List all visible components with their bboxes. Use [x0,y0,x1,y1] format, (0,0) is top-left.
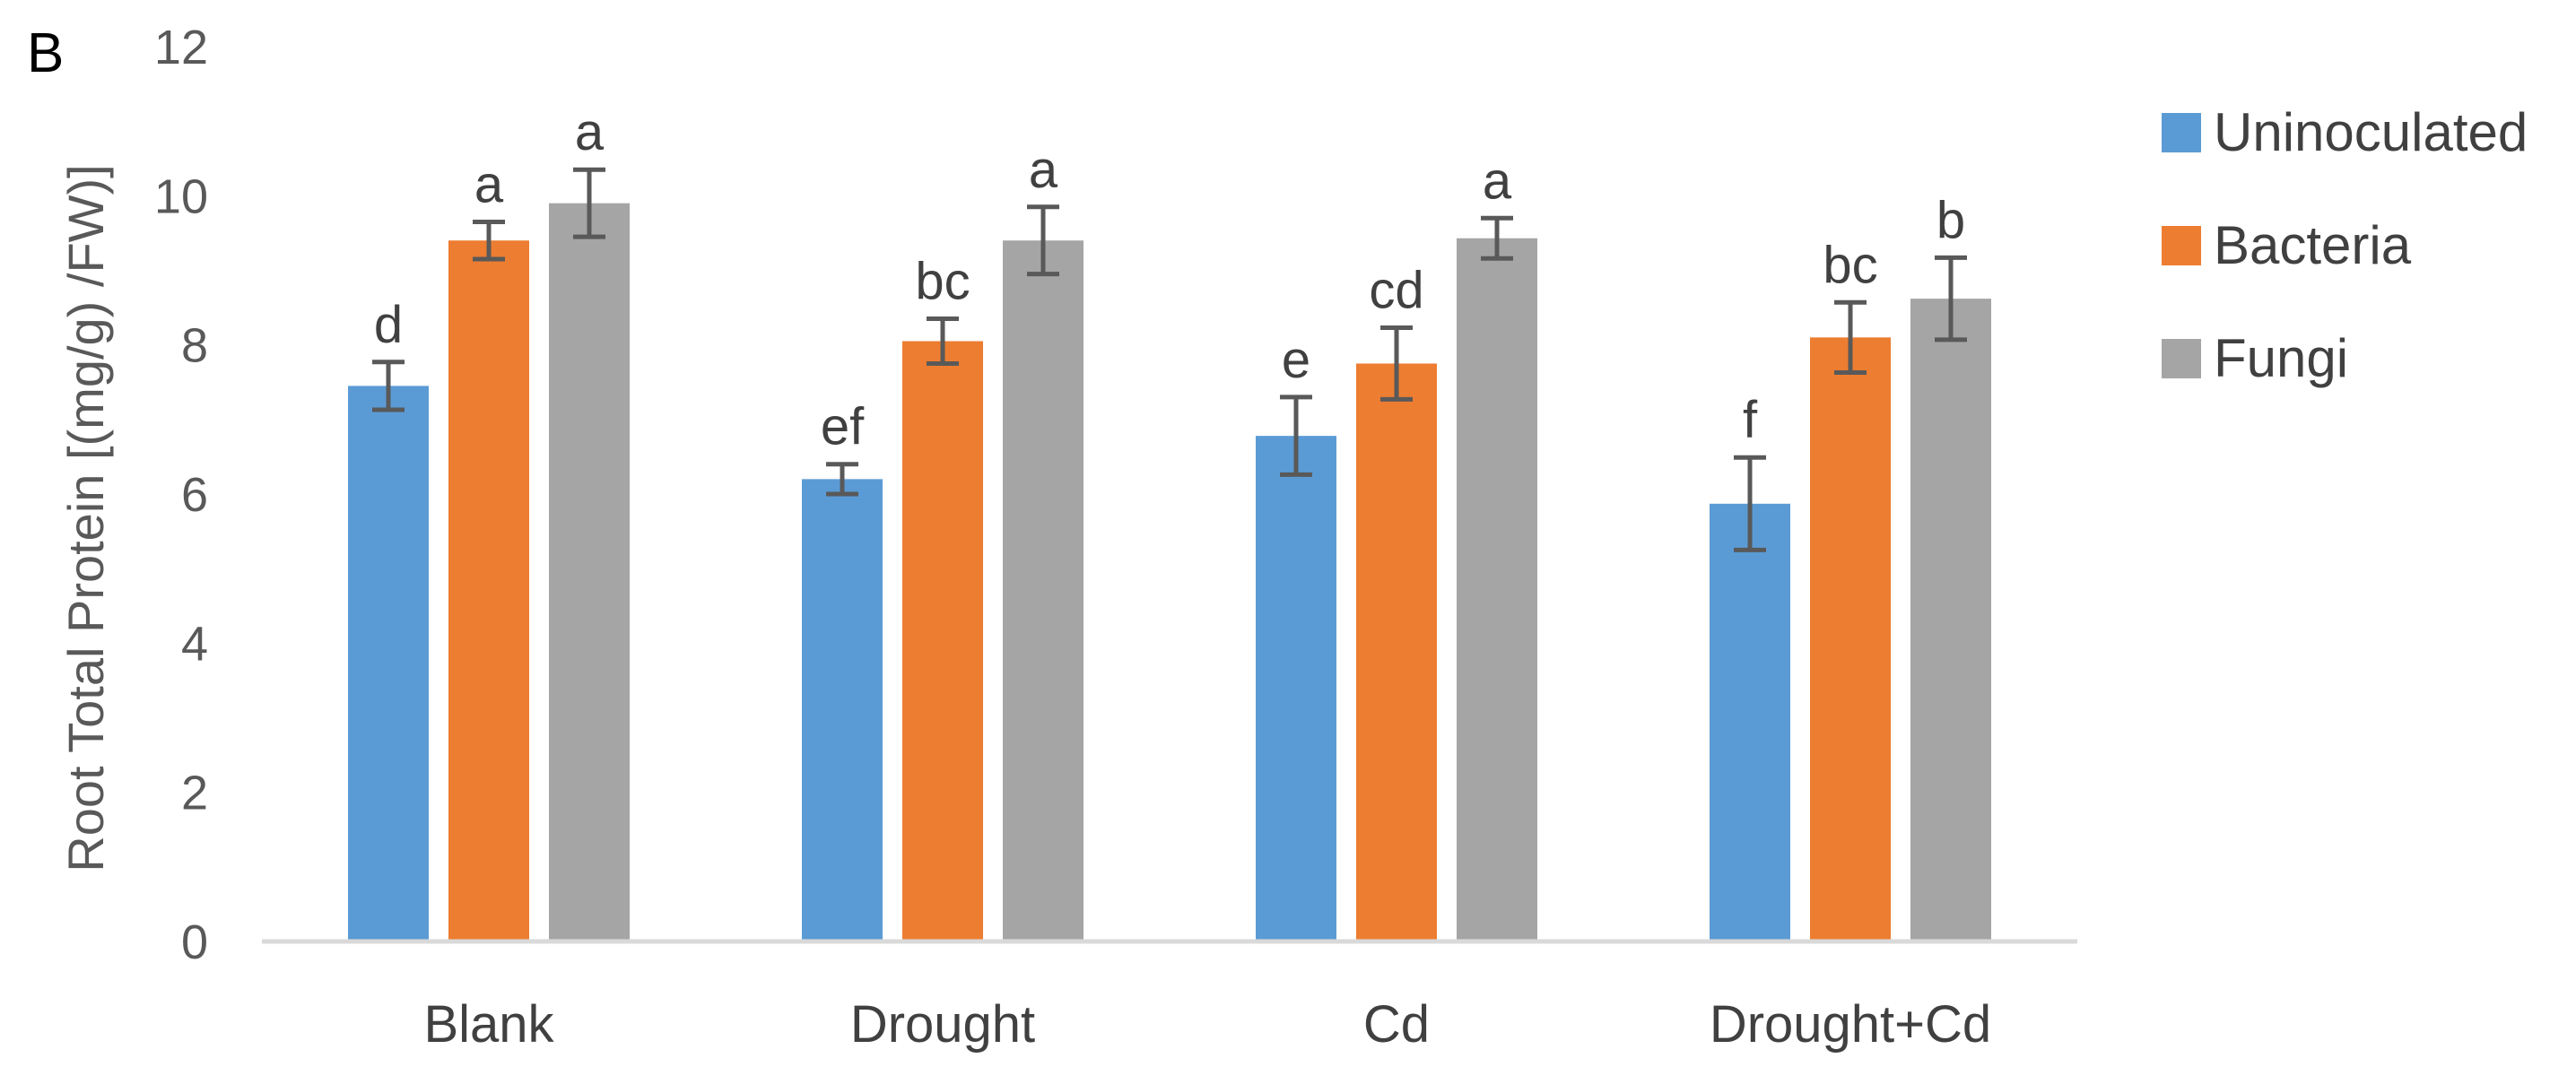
y-tick-label: 0 [181,915,208,969]
legend-swatch [2162,113,2201,152]
error-bar [1481,215,1513,261]
x-category-label: Drought+Cd [1710,995,1991,1054]
y-tick-label: 12 [154,21,208,74]
y-axis-title: Root Total Protein [(mg/g) /FW)] [57,164,114,872]
bar-bacteria [1810,337,1891,942]
significance-letter: e [1282,331,1310,389]
error-bar [1734,455,1766,552]
bar-group [348,203,1991,942]
legend-label: Uninoculated [2214,102,2528,162]
y-tick-label: 10 [154,169,208,223]
bar-bacteria [1356,363,1437,941]
error-bar [1935,255,1967,343]
significance-letter: ef [821,398,865,456]
legend: Uninoculated Bacteria Fungi [2162,102,2528,388]
significance-letter: bc [1823,236,1877,294]
significance-letter: a [575,103,605,161]
bar-uninoculated [348,386,429,941]
error-bar [573,167,605,239]
error-bar [1027,204,1059,277]
legend-label: Bacteria [2214,215,2412,275]
significance-letter: f [1743,391,1758,449]
y-tick-label: 6 [181,468,208,522]
significance-letter: a [1029,141,1058,199]
y-tick-label: 8 [181,319,208,373]
significance-letter: d [374,296,403,354]
y-tick-label: 2 [181,767,208,820]
x-category-label: Drought [850,995,1035,1054]
error-bar [1834,299,1867,375]
x-category-label: Cd [1363,995,1430,1054]
panel-label: B [27,22,64,84]
bar-uninoculated [1256,436,1336,941]
legend-swatch [2162,226,2201,265]
bar-fungi [1003,240,1083,941]
y-axis-ticks: 0 2 4 6 8 10 12 [154,21,208,969]
significance-letter: bc [915,253,970,311]
bar-fungi [1457,238,1537,941]
error-bar [826,462,858,497]
significance-letter-group: d a a ef bc a e cd a f bc b [374,103,1965,456]
bar-uninoculated [802,479,883,941]
significance-letter: b [1936,191,1965,249]
x-axis-categories: Blank Drought Cd Drought+Cd [423,995,1991,1054]
error-bar [1380,325,1413,402]
error-bar [473,219,505,262]
bar-bacteria [448,240,529,941]
bar-bacteria [902,341,983,942]
error-bar-group [372,167,1967,552]
bar-fungi [1910,299,1991,941]
significance-letter: a [474,155,504,213]
bar-fungi [549,203,630,941]
error-bar [372,360,405,412]
x-category-label: Blank [423,995,554,1054]
legend-label: Fungi [2214,328,2348,388]
significance-letter: cd [1369,262,1423,320]
error-bar [927,317,959,366]
bar-uninoculated [1710,503,1790,941]
legend-swatch [2162,339,2201,378]
y-tick-label: 4 [181,617,208,671]
significance-letter: a [1483,152,1512,210]
error-bar [1280,395,1312,477]
